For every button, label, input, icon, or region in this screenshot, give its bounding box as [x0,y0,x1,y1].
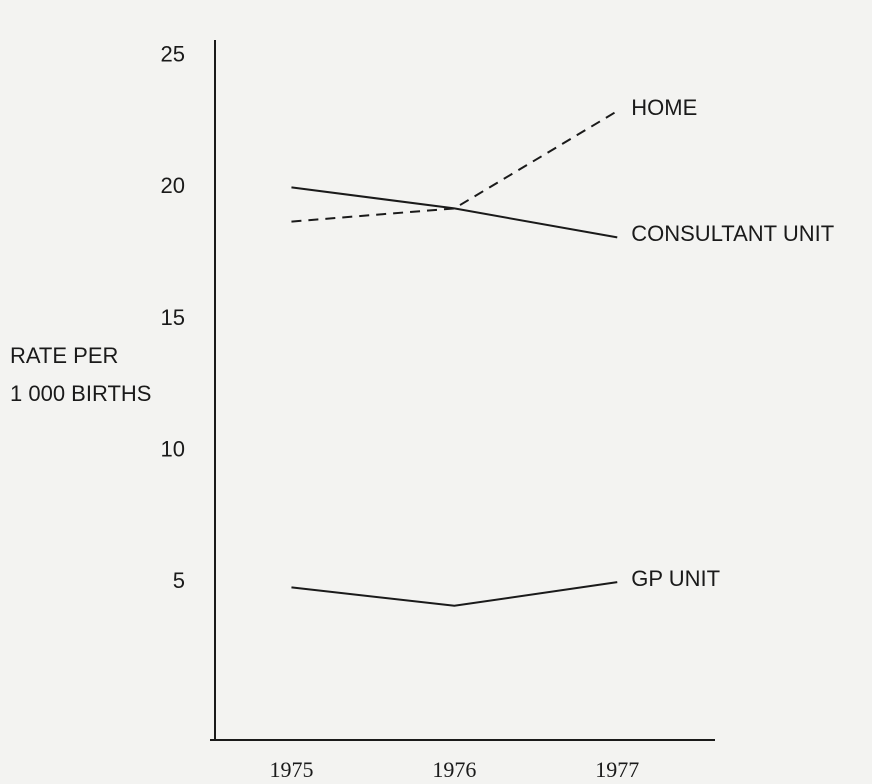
x-tick-label: 1976 [432,757,476,782]
x-tick-label: 1977 [595,757,639,782]
y-axis-label: RATE PER [10,343,118,368]
y-tick-label: 20 [161,173,185,198]
y-tick-label: 25 [161,42,185,67]
series-line [291,186,618,239]
series-label: HOME [631,95,697,120]
series-label: GP UNIT [631,566,720,591]
y-tick-label: 10 [161,436,185,461]
series-line [291,581,618,607]
y-tick-label: 15 [161,305,185,330]
x-tick-label: 1975 [269,757,313,782]
series-line [291,110,618,223]
y-tick-label: 5 [173,568,185,593]
y-axis-label: 1 000 BIRTHS [10,381,151,406]
series-label: CONSULTANT UNIT [631,221,834,246]
